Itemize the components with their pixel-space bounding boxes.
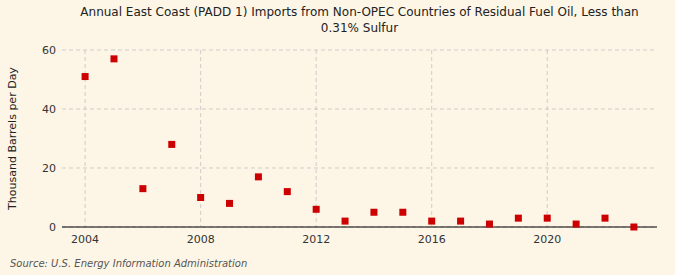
y-grid-line (62, 109, 657, 110)
y-tick-label: 40 (42, 103, 56, 116)
point (399, 209, 406, 216)
y-tick-label: 0 (49, 221, 56, 234)
y-grid-line (62, 227, 657, 228)
x-grid-line (431, 50, 432, 227)
y-axis-label: Thousand Barrels per Day (6, 67, 19, 211)
y-tick-label: 60 (42, 44, 56, 57)
source-note: Source: U.S. Energy Information Administ… (10, 258, 247, 269)
x-tick-label: 2008 (187, 233, 215, 246)
point (110, 55, 117, 62)
grid (62, 50, 657, 227)
point (428, 218, 435, 225)
point (544, 215, 551, 222)
title-line: 0.31% Sulfur (321, 21, 398, 35)
point (284, 188, 291, 195)
point (139, 185, 146, 192)
point (573, 221, 580, 228)
point (82, 73, 89, 80)
title: Annual East Coast (PADD 1) Imports from … (80, 5, 638, 35)
point (630, 224, 637, 231)
x-grid-line (316, 50, 317, 227)
point (255, 173, 262, 180)
background (0, 0, 675, 275)
y-grid-line (62, 168, 657, 169)
x-tick-label: 2012 (302, 233, 330, 246)
point (313, 206, 320, 213)
points (82, 55, 638, 230)
point (486, 221, 493, 228)
y-grid-line (62, 50, 657, 51)
chart: Annual East Coast (PADD 1) Imports from … (0, 0, 675, 275)
point (168, 141, 175, 148)
point (370, 209, 377, 216)
x-tick-label: 2004 (71, 233, 99, 246)
point (602, 215, 609, 222)
x-axis-line (62, 227, 657, 228)
point (457, 218, 464, 225)
point (515, 215, 522, 222)
title-line: Annual East Coast (PADD 1) Imports from … (80, 5, 638, 19)
y-tick-label: 20 (42, 162, 56, 175)
x-tick-label: 2016 (418, 233, 446, 246)
point (197, 194, 204, 201)
x-tick-label: 2020 (533, 233, 561, 246)
x-grid-line (547, 50, 548, 227)
point (342, 218, 349, 225)
point (226, 200, 233, 207)
